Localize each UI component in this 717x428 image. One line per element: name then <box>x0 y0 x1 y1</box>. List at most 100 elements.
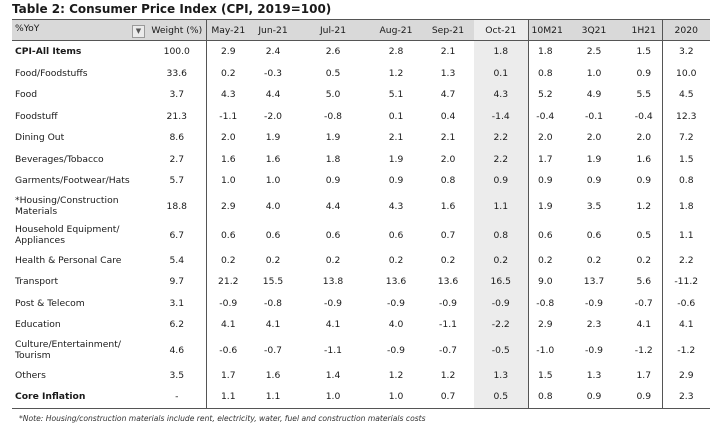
cell-oct-21: -0.5 <box>474 335 529 365</box>
cell-jul-21: -0.8 <box>324 110 342 122</box>
header-may-21: May-21 <box>206 19 250 41</box>
cell-1h21: -1.2 <box>626 335 663 365</box>
cell-jun-21: -0.3 <box>264 67 282 79</box>
filter-dropdown-icon[interactable]: ▼ <box>132 24 145 38</box>
cell-jul-21: 1.8 <box>325 153 341 165</box>
cell-3q21: 0.9 <box>586 175 602 187</box>
cell-weight: 8.6 <box>148 127 207 149</box>
cell-sep-21: 1.6 <box>440 200 456 212</box>
cell-10m21: 0.9 <box>537 175 553 187</box>
cell-oct-21: 1.8 <box>474 40 529 63</box>
cell-sep-21: -1.1 <box>439 319 457 331</box>
cell-3q21: 1.0 <box>586 67 602 79</box>
cell-weight: 5.4 <box>148 249 207 271</box>
cell-2020: 7.2 <box>678 132 694 144</box>
cell-oct-21: 0.5 <box>474 386 529 409</box>
row-label: Foodstuff <box>15 110 58 122</box>
table-row: *Housing/Construction Materials 18.8 2.9 4.… <box>12 191 710 221</box>
cell-10m21: 1.8 <box>537 46 553 58</box>
cell-3q21: 2.3 <box>586 319 602 331</box>
cell-2020: 1.8 <box>678 200 694 212</box>
cell-10m21: 1.9 <box>537 200 553 212</box>
header-2020: 2020 <box>662 19 710 41</box>
header-row: %YoY ▼ Weight (%) May-21 Jun-21 Jul-21 Au… <box>12 19 710 41</box>
cell-aug-21: -0.9 <box>387 297 405 309</box>
cell-weight: 21.3 <box>148 105 207 127</box>
row-label: Core Inflation <box>12 386 148 409</box>
cell-weight: 2.7 <box>148 148 207 170</box>
header-yoy: %YoY ▼ <box>12 19 148 41</box>
cell-may-21: 2.9 <box>220 200 236 212</box>
cell-aug-21: 0.6 <box>388 229 404 241</box>
cell-1h21: 0.2 <box>626 249 663 271</box>
cell-aug-21: 2.1 <box>388 132 404 144</box>
cell-jun-21: 4.1 <box>265 319 281 331</box>
cell-aug-21: 4.3 <box>388 200 404 212</box>
cell-weight: 5.7 <box>148 170 207 192</box>
cell-weight: 6.7 <box>148 220 207 250</box>
cell-aug-21: -0.9 <box>387 344 405 356</box>
cell-weight: 4.6 <box>148 335 207 365</box>
cell-aug-21: 1.9 <box>388 153 404 165</box>
table-row: Health & Personal Care 5.4 0.2 0.2 0.2 0.2 0.2… <box>12 249 710 271</box>
cell-jun-21: 4.0 <box>265 200 281 212</box>
cell-10m21: 5.2 <box>537 89 553 101</box>
cell-1h21: -0.7 <box>626 292 663 314</box>
cell-may-21: 1.7 <box>220 369 236 381</box>
cell-weight: 3.5 <box>148 364 207 386</box>
cell-sep-21: 2.1 <box>440 132 456 144</box>
cell-3q21: 0.6 <box>586 229 602 241</box>
cell-jul-21: 4.1 <box>325 319 341 331</box>
cell-3q21: 2.5 <box>586 46 602 58</box>
table-body: CPI-All Items 100.0 2.9 2.4 2.6 2.8 2.1 1.8 1.8 2… <box>12 40 710 409</box>
table-row: Garments/Footwear/Hats 5.7 1.0 1.0 0.9 0.9 0.8… <box>12 170 710 192</box>
cell-weight: 100.0 <box>148 40 207 63</box>
row-label: *Housing/Construction Materials <box>15 195 119 217</box>
cell-aug-21: 0.2 <box>388 254 404 266</box>
table-row: Dining Out 8.6 2.0 1.9 1.9 2.1 2.1 2.2 2.0 2.0 2.0… <box>12 127 710 149</box>
cell-3q21: -0.9 <box>585 344 603 356</box>
cell-jun-21: 0.6 <box>265 229 281 241</box>
header-sep-21: Sep-21 <box>422 19 474 41</box>
cell-may-21: 0.6 <box>220 229 236 241</box>
header-3q21: 3Q21 <box>562 19 626 41</box>
cell-1h21: 4.1 <box>626 314 663 336</box>
cell-sep-21: 0.7 <box>422 386 474 409</box>
cell-oct-21: -1.4 <box>474 105 529 127</box>
cell-10m21: 0.6 <box>537 229 553 241</box>
cell-1h21: 5.5 <box>626 84 663 106</box>
cell-10m21: 0.8 <box>528 386 562 409</box>
cell-oct-21: 4.3 <box>474 84 529 106</box>
header-oct-21: Oct-21 <box>474 19 529 41</box>
cell-3q21: 0.9 <box>562 386 626 409</box>
cell-jun-21: 15.5 <box>262 276 284 288</box>
cell-may-21: 2.9 <box>220 46 236 58</box>
table-row: Foodstuff 21.3 -1.1 -2.0 -0.8 0.1 0.4 -1.4 -0.4 -… <box>12 105 710 127</box>
row-label: Food <box>15 89 38 101</box>
cell-10m21: -0.4 <box>536 110 555 122</box>
cell-2020: 1.1 <box>678 229 694 241</box>
row-label: Health & Personal Care <box>15 254 122 266</box>
cell-sep-21: 0.4 <box>440 110 456 122</box>
cell-jun-21: 2.4 <box>265 46 281 58</box>
cell-10m21: 9.0 <box>537 276 553 288</box>
cell-10m21: 0.8 <box>537 67 553 79</box>
cell-sep-21: 0.2 <box>440 254 456 266</box>
cell-jun-21: 1.6 <box>265 153 281 165</box>
cell-oct-21: 0.2 <box>474 249 529 271</box>
table-row: Food 3.7 4.3 4.4 5.0 5.1 4.7 4.3 5.2 4.9 5.5 4.5 <box>12 84 710 106</box>
cell-aug-21: 0.9 <box>388 175 404 187</box>
cell-10m21: 1.5 <box>537 369 553 381</box>
cell-sep-21: 2.0 <box>440 153 456 165</box>
header-jun-21: Jun-21 <box>250 19 296 41</box>
header-10m21: 10M21 <box>528 19 563 41</box>
cell-jun-21: 4.4 <box>265 89 281 101</box>
cell-may-21: 1.0 <box>220 175 236 187</box>
table-row: Core Inflation -1.1 1.1 1.0 1.0 0.7 0.5 0.8 0.9 0… <box>12 386 710 409</box>
cell-aug-21: 1.0 <box>370 386 422 409</box>
header-weight: Weight (%) <box>148 19 207 41</box>
cell-jul-21: -0.9 <box>324 297 342 309</box>
cell-jun-21: 1.6 <box>265 369 281 381</box>
cell-sep-21: 1.2 <box>440 369 456 381</box>
cell-aug-21: 13.6 <box>385 276 407 288</box>
